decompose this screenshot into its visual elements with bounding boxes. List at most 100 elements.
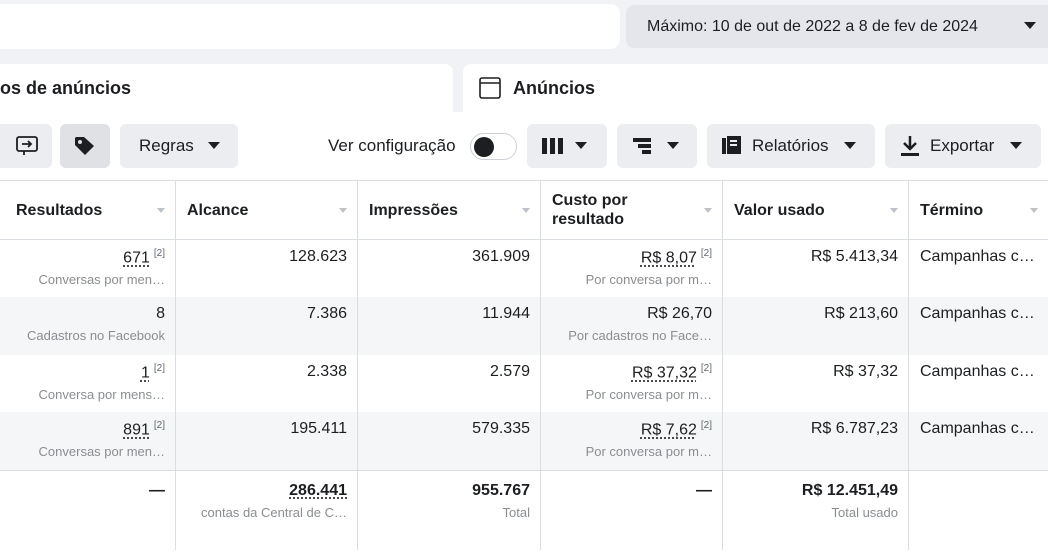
cell-main: 1 [2] bbox=[10, 363, 165, 382]
cell-main: 286.441 bbox=[185, 482, 347, 500]
cell-subtitle: Total bbox=[367, 505, 530, 520]
columns-button[interactable] bbox=[527, 124, 607, 168]
cell-main: 2.338 bbox=[185, 363, 347, 381]
table-cell: 286.441 contas da Central de C… bbox=[175, 474, 357, 550]
icon-button[interactable] bbox=[60, 124, 110, 168]
table-cell: 2.338 bbox=[175, 355, 357, 412]
column-header[interactable]: Custo por resultado bbox=[540, 180, 722, 240]
table-cell: R$ 7,62 [2] Por conversa por m… bbox=[540, 412, 722, 470]
reports-button[interactable]: Relatórios bbox=[707, 124, 875, 168]
cell-main: R$ 37,32 bbox=[732, 363, 898, 381]
header-label: Impressões bbox=[369, 201, 486, 220]
cell-main: Campanhas c… bbox=[920, 363, 1038, 381]
row-divider bbox=[0, 470, 1048, 471]
search-bar[interactable] bbox=[0, 4, 620, 49]
table-cell: R$ 37,32 [2] Por conversa por m… bbox=[540, 355, 722, 412]
header-label: Valor usado bbox=[734, 201, 853, 220]
cell-value: R$ 26,70 bbox=[647, 305, 712, 322]
cell-subtitle: Total usado bbox=[732, 505, 898, 520]
table-cell: R$ 26,70 Por cadastros no Face… bbox=[540, 297, 722, 355]
cell-main: — bbox=[10, 482, 165, 500]
cell-subtitle: Por conversa por m… bbox=[550, 387, 712, 402]
header-label: Resultados bbox=[16, 201, 130, 220]
button-label: Regras bbox=[139, 136, 194, 155]
cell-value: 2.338 bbox=[307, 363, 347, 380]
cell-value: 891 bbox=[123, 421, 150, 438]
sort-arrow bbox=[890, 208, 898, 213]
table-cell: 671 [2] Conversas por men… bbox=[0, 240, 175, 297]
dropdown-icon bbox=[1024, 22, 1036, 30]
table-cell: 891 [2] Conversas por men… bbox=[0, 412, 175, 470]
column-header[interactable]: Valor usado bbox=[722, 180, 908, 240]
cell-value: Campanhas c… bbox=[920, 420, 1035, 437]
tab-label: Anúncios bbox=[513, 78, 595, 98]
cell-value: — bbox=[149, 482, 165, 499]
sort-arrow bbox=[157, 208, 165, 213]
table-cell: 1 [2] Conversa por mens… bbox=[0, 355, 175, 412]
table-cell: R$ 37,32 bbox=[722, 355, 908, 412]
column-header[interactable]: Alcance bbox=[175, 180, 357, 240]
cell-value: R$ 37,32 bbox=[833, 363, 898, 380]
cell-main: R$ 8,07 [2] bbox=[550, 248, 712, 267]
sort-arrow bbox=[522, 208, 530, 213]
cell-value: 11.944 bbox=[482, 305, 530, 322]
column-header[interactable]: Término bbox=[908, 180, 1048, 240]
cell-subtitle: Por conversa por m… bbox=[550, 444, 712, 459]
rules-button[interactable]: Regras bbox=[120, 124, 238, 168]
dropdown-icon bbox=[844, 142, 856, 150]
button-label: Relatórios bbox=[752, 136, 829, 155]
dropdown-icon bbox=[667, 142, 679, 150]
column-header[interactable]: Resultados bbox=[0, 180, 175, 240]
date-range: Máximo: 10 de out de 2022 a 8 de fev de … bbox=[647, 18, 978, 35]
table-cell: 2.579 bbox=[357, 355, 540, 412]
table-cell: 195.411 bbox=[175, 412, 357, 470]
cell-value: 8 bbox=[156, 305, 165, 322]
cell-subtitle: Conversas por men… bbox=[10, 272, 165, 287]
cell-value: R$ 7,62 bbox=[641, 421, 697, 438]
cell-value: 286.441 bbox=[289, 482, 347, 499]
cell-subtitle: Por conversa por m… bbox=[550, 272, 712, 287]
table-cell: R$ 8,07 [2] Por conversa por m… bbox=[540, 240, 722, 297]
cell-main: 11.944 bbox=[367, 305, 530, 323]
column-header[interactable]: Impressões bbox=[357, 180, 540, 240]
sort-arrow bbox=[1030, 208, 1038, 213]
table-cell: R$ 213,60 bbox=[722, 297, 908, 355]
button-label: Exportar bbox=[930, 136, 994, 155]
cell-value: Campanhas c… bbox=[920, 248, 1035, 265]
tab[interactable]: Anúncios bbox=[463, 64, 1048, 114]
toggle[interactable] bbox=[470, 133, 517, 160]
cell-value: R$ 37,32 bbox=[632, 364, 697, 381]
cell-subtitle: Conversa por mens… bbox=[10, 387, 165, 402]
columns-icon bbox=[542, 138, 564, 154]
export-button[interactable]: Exportar bbox=[885, 124, 1041, 168]
date-picker[interactable]: Máximo: 10 de out de 2022 a 8 de fev de … bbox=[626, 5, 1048, 48]
cell-subtitle: Cadastros no Facebook bbox=[10, 328, 165, 343]
table-cell: Campanhas c… bbox=[908, 240, 1048, 297]
table-cell: 7.386 bbox=[175, 297, 357, 355]
icon-button[interactable] bbox=[0, 124, 52, 168]
tab[interactable]: os de anúncios bbox=[0, 64, 453, 114]
breakdown-button[interactable] bbox=[617, 124, 697, 168]
ads-icon bbox=[479, 77, 501, 99]
cell-main: 195.411 bbox=[185, 420, 347, 438]
table-cell: R$ 12.451,49 Total usado bbox=[722, 474, 908, 550]
header-label: Alcance bbox=[187, 201, 276, 220]
cell-value: R$ 5.413,34 bbox=[811, 248, 898, 265]
cell-value: 1 bbox=[141, 364, 150, 381]
cell-value: Campanhas c… bbox=[920, 363, 1035, 380]
cell-value: Campanhas c… bbox=[920, 305, 1035, 322]
cell-main: R$ 6.787,23 bbox=[732, 420, 898, 438]
cell-main: R$ 213,60 bbox=[732, 305, 898, 323]
cell-main: R$ 5.413,34 bbox=[732, 248, 898, 266]
cell-main: R$ 26,70 bbox=[550, 305, 712, 323]
cell-value: R$ 213,60 bbox=[824, 305, 898, 322]
table-cell: 11.944 bbox=[357, 297, 540, 355]
compare-icon bbox=[16, 136, 38, 156]
cell-value: 195.411 bbox=[290, 420, 347, 437]
cell-main: R$ 12.451,49 bbox=[732, 482, 898, 500]
footnote: [2] bbox=[701, 420, 712, 431]
download-icon bbox=[901, 136, 919, 156]
table-cell: R$ 6.787,23 bbox=[722, 412, 908, 470]
cell-value: 128.623 bbox=[289, 248, 347, 265]
